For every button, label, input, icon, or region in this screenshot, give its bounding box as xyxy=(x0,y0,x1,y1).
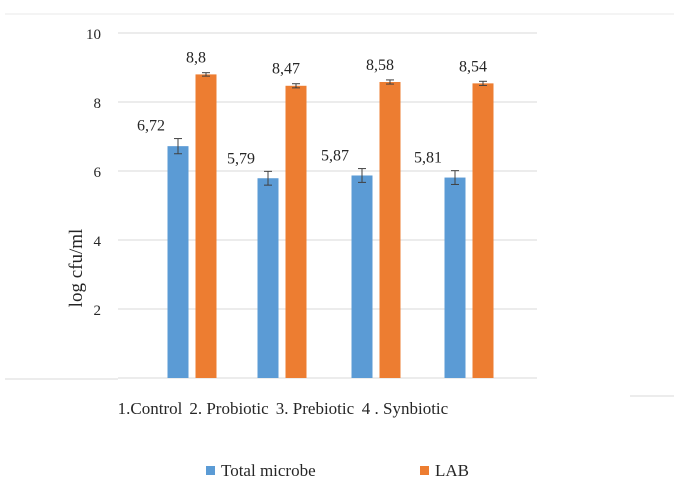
error-bars xyxy=(174,72,487,186)
legend-swatch xyxy=(206,466,215,475)
data-label: 8,8 xyxy=(186,50,206,67)
y-tick-label: 4 xyxy=(94,234,102,250)
data-label: 5,81 xyxy=(414,150,442,167)
bar xyxy=(379,81,401,379)
y-tick-label: 2 xyxy=(94,303,102,319)
bars xyxy=(167,74,494,379)
legend-label: Total microbe xyxy=(221,461,316,480)
data-label: 8,47 xyxy=(272,61,300,78)
y-axis-ticks: 2 4 6 8 10 xyxy=(86,27,102,319)
y-tick-label: 8 xyxy=(94,96,102,112)
data-label: 5,79 xyxy=(227,150,255,167)
bar xyxy=(444,177,466,378)
legend-label: LAB xyxy=(435,461,469,480)
data-label: 8,58 xyxy=(366,57,394,74)
bar xyxy=(472,83,494,379)
bar xyxy=(351,175,373,378)
x-category-label: 3. Prebiotic xyxy=(276,399,355,418)
x-category-label: 2. Probiotic xyxy=(189,399,269,418)
x-category-label: 4 . Synbiotic xyxy=(362,399,449,418)
legend-swatch xyxy=(420,466,429,475)
data-label: 5,87 xyxy=(321,148,349,165)
x-category-label: 1.Control xyxy=(118,399,183,418)
data-label: 6,72 xyxy=(137,118,165,135)
x-axis-categories: 1.Control 2. Probiotic 3. Prebiotic 4 . Syn… xyxy=(118,399,449,418)
bar xyxy=(257,178,279,378)
y-axis-label: log cfu/ml xyxy=(66,229,87,308)
bar xyxy=(167,146,189,378)
data-labels: 6,72 5,79 5,87 5,81 8,8 8,47 8,58 8,54 xyxy=(137,50,487,168)
y-tick-label: 6 xyxy=(94,165,102,181)
legend: Total microbe LAB xyxy=(206,461,469,480)
y-tick-label: 10 xyxy=(86,27,101,43)
bar xyxy=(195,74,217,379)
bar xyxy=(285,85,307,378)
data-label: 8,54 xyxy=(459,58,487,75)
